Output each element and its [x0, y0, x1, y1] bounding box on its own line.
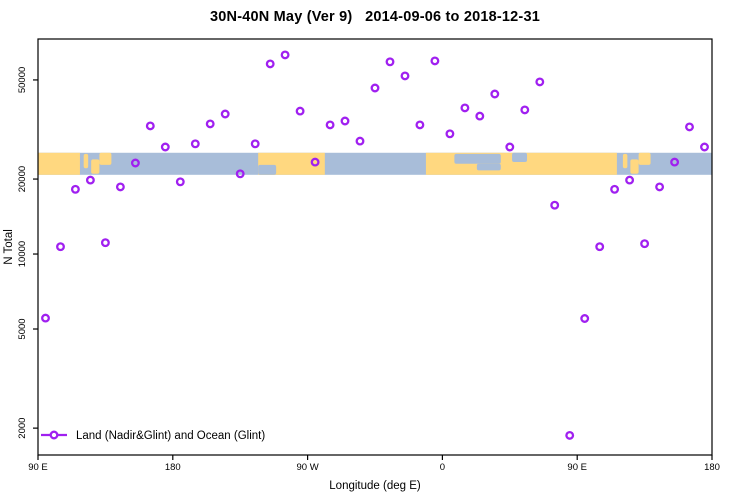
data-point [310, 157, 320, 167]
y-tick-label: 50000 [17, 67, 28, 93]
map-band-sea [258, 164, 277, 175]
data-point [85, 175, 95, 185]
map-band-island [99, 152, 112, 165]
legend: Land (Nadir&Glint) and Ocean (Glint) [41, 430, 265, 442]
x-tick-label: 0 [440, 462, 445, 473]
x-axis: 90 E 180 90 W 0 90 E 180 [28, 455, 720, 473]
data-point [685, 122, 694, 132]
data-point [355, 136, 365, 146]
x-axis-title: Longitude (deg E) [329, 480, 421, 492]
data-point [565, 430, 575, 440]
data-point [625, 175, 635, 185]
x-tick-label: 180 [704, 462, 720, 473]
y-axis-title: N Total [3, 229, 15, 265]
y-tick-label: 5000 [17, 318, 28, 339]
x-tick-label: 90 E [28, 462, 48, 473]
legend-label: Land (Nadir&Glint) and Ocean (Glint) [76, 430, 265, 442]
data-point [295, 106, 305, 116]
data-point [385, 57, 395, 67]
data-point [175, 177, 185, 187]
data-point [235, 169, 245, 179]
data-point [280, 50, 290, 60]
data-point [520, 105, 530, 115]
data-point [580, 314, 590, 323]
data-point [400, 71, 410, 81]
data-point [265, 59, 275, 69]
data-point [505, 142, 515, 152]
data-point [595, 242, 605, 252]
map-band-sea [512, 152, 528, 163]
x-tick-label: 90 E [567, 462, 587, 473]
data-point [56, 242, 65, 252]
y-axis: 2000 5000 10000 20000 50000 [17, 67, 38, 439]
map-band-sea [454, 153, 501, 164]
y-tick-label: 2000 [17, 418, 28, 439]
map-band [38, 152, 712, 175]
data-point [115, 182, 125, 192]
data-point [370, 83, 380, 93]
y-tick-label: 20000 [17, 166, 28, 192]
data-point [610, 184, 620, 194]
data-point [445, 129, 455, 139]
x-tick-label: 180 [165, 462, 181, 473]
data-point [655, 182, 665, 192]
data-point [670, 157, 680, 167]
y-tick-label: 10000 [17, 241, 28, 267]
data-point [70, 184, 80, 194]
data-point [190, 139, 200, 149]
legend-circle-marker [49, 430, 59, 440]
data-point [535, 77, 545, 87]
data-point [700, 142, 709, 152]
x-tick-label: 90 W [297, 462, 319, 473]
data-point [250, 139, 260, 149]
data-point [340, 116, 350, 126]
data-point [130, 158, 140, 168]
data-points [41, 50, 709, 440]
map-band-sea [476, 163, 501, 171]
data-point [640, 239, 650, 249]
chart-title: 30N-40N May (Ver 9) 2014-09-06 to 2018-1… [210, 9, 540, 25]
map-band-island [91, 159, 100, 174]
data-point [415, 120, 425, 130]
data-point [490, 89, 500, 99]
plot-border [37, 38, 713, 456]
data-point [550, 200, 560, 210]
map-band-island [638, 152, 651, 165]
map-band-island [83, 153, 89, 169]
data-point [475, 111, 485, 121]
data-point [41, 313, 50, 323]
data-point [205, 119, 215, 129]
data-point [145, 121, 155, 131]
map-band-land [38, 152, 80, 175]
data-point [220, 109, 230, 119]
data-point [100, 238, 110, 248]
map-band-island [622, 153, 628, 169]
data-point [160, 142, 170, 152]
data-point [460, 103, 470, 113]
data-point [430, 56, 440, 66]
data-point [325, 120, 335, 130]
map-band-island [630, 159, 639, 174]
